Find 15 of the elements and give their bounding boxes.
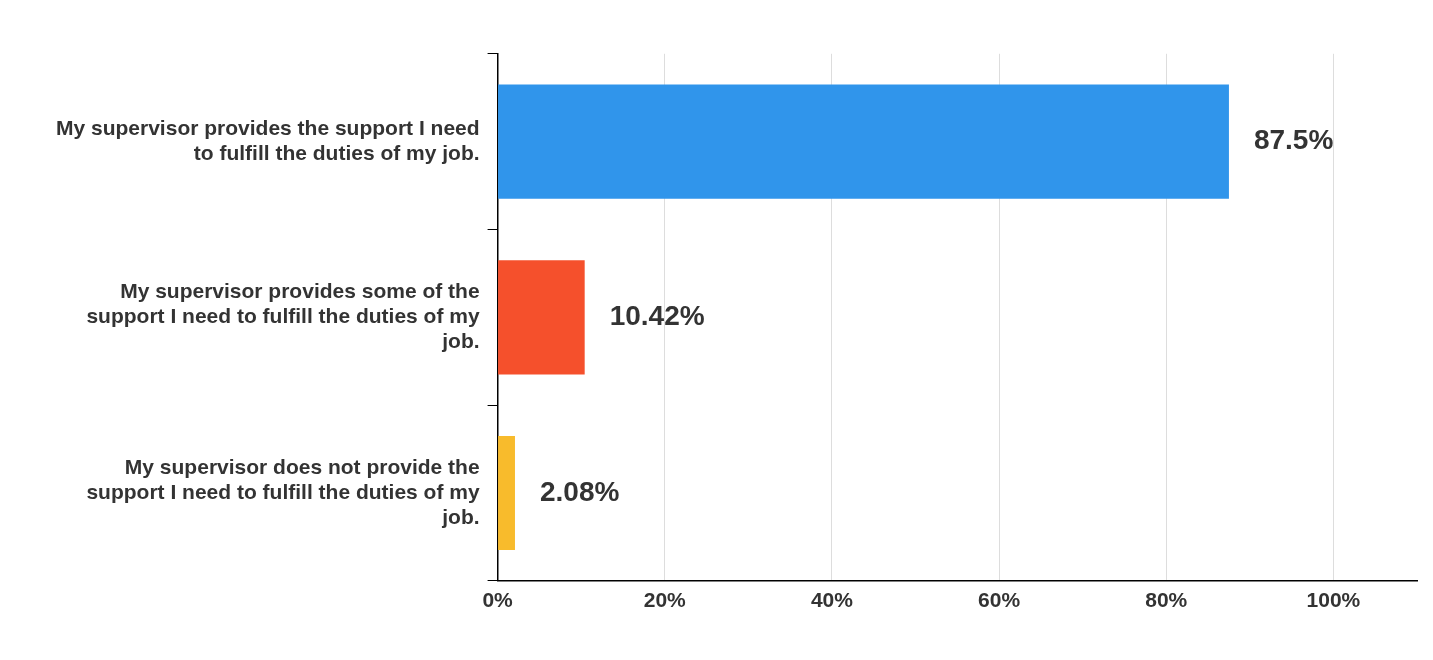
x-tick-label: 60% [978,588,1021,612]
x-tick-label: 80% [1145,588,1188,612]
y-tick-label: My supervisor does not provide the support I need to fulfill the duties of my job. [86,454,480,528]
x-tick-label: 40% [810,588,854,612]
data-label: 10.42% [609,300,705,332]
y-tick-label: My supervisor provides some of the support I need to fulfill the duties of my job. [86,278,480,353]
data-label: 2.08% [539,475,620,507]
bar [498,260,585,375]
x-tick-label: 20% [643,588,687,612]
bar [498,435,515,551]
x-tick-label: 0% [482,588,514,612]
y-tick-label: My supervisor provides the support I need to fulfill the duties of my job. [56,115,480,165]
bar [498,84,1229,199]
data-label: 87.5% [1253,124,1334,156]
x-tick-label: 100% [1306,588,1361,612]
